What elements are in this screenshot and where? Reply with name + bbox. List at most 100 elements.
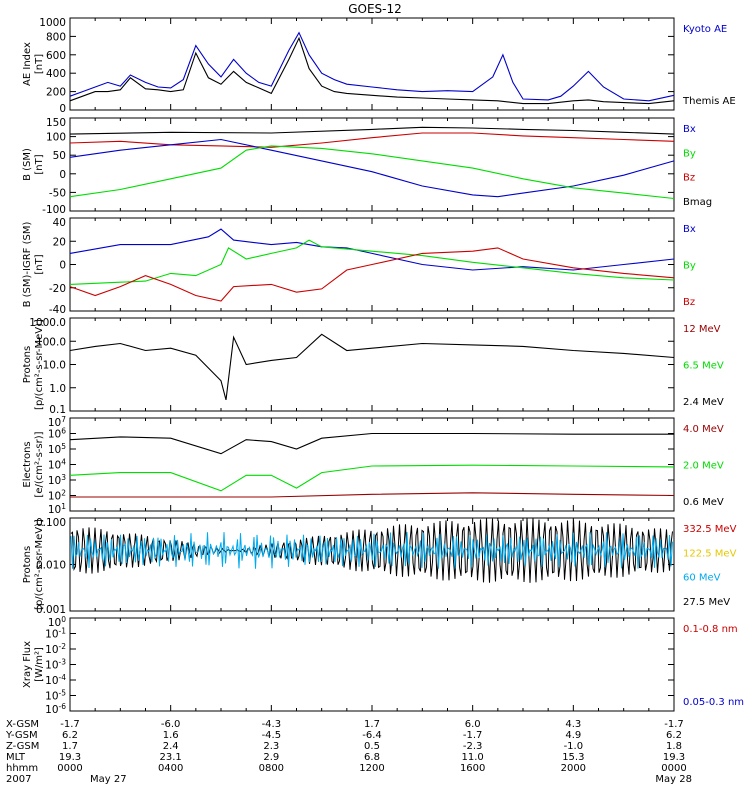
plot-title: GOES-12: [348, 2, 402, 16]
y-tick-label: 100.0: [36, 336, 66, 348]
panel-protons-low: 1000.0 100.0 10.0 1.0 0.1 Protons [p/(cm²-s-sr…: [22, 317, 724, 416]
legend-2-4-mev: 2.4 MeV: [683, 397, 724, 408]
series-bz: [69, 132, 675, 148]
x-axis-value: 4.3: [565, 719, 581, 730]
y-tick-label: 0.010: [36, 560, 66, 572]
series-2-4-mev: [69, 333, 675, 401]
x-axis-value: 6.8: [364, 752, 380, 763]
y-tick-label: -100: [42, 204, 66, 216]
y-tick-label: 0: [59, 169, 66, 181]
x-axis-value: 15.3: [562, 752, 584, 763]
legend-4-0-mev: 4.0 MeV: [683, 424, 724, 435]
x-axis-value: May 28: [655, 774, 692, 785]
y-axis-label-line1: B (SM): [22, 148, 33, 181]
panel-frame: [69, 17, 675, 111]
y-tick-label: 10-6: [45, 702, 66, 716]
legend-by: By: [683, 261, 696, 272]
x-axis-value: 2000: [561, 763, 586, 774]
y-tick-label: 600: [46, 50, 66, 62]
x-axis-value: 1.7: [364, 719, 380, 730]
series-kyoto-ae: [69, 31, 675, 102]
legend-60-mev: 60 MeV: [683, 573, 721, 584]
y-tick-label: -50: [49, 187, 66, 199]
y-axis-label-line1: Protons: [22, 346, 33, 383]
series-2-0-mev: [69, 464, 675, 492]
panel-bsm: 150 100 50 0 -50 -100 B (SM) [nT] Bx By Bz Bmag: [22, 117, 712, 216]
y-tick-label: -40: [49, 304, 66, 316]
y-axis-label-line1: Protons: [22, 546, 33, 583]
x-axis-value: -6.4: [362, 730, 382, 741]
y-tick-label: 100: [46, 132, 66, 144]
x-axis-value: -1.0: [564, 741, 584, 752]
y-tick-label: 0.1: [49, 404, 66, 416]
x-axis-row-label: hhmm: [6, 763, 38, 774]
x-axis-row-label: MLT: [6, 752, 26, 763]
y-axis-label: Protons [p/(cm²-s-sr-MeV)]: [22, 519, 45, 610]
x-axis-value: 2.3: [263, 741, 279, 752]
series-themis-ae: [69, 36, 675, 105]
y-axis-label: Xray Flux [W/m²]: [22, 641, 45, 688]
y-tick-label: 150: [46, 117, 66, 129]
x-axis-row-label: X-GSM: [6, 719, 39, 730]
x-axis-value: 1.7: [62, 741, 78, 752]
legend-0-6-mev: 0.6 MeV: [683, 497, 724, 508]
y-tick-label: 400: [46, 68, 66, 80]
y-tick-label: 0: [59, 260, 66, 272]
y-axis-label-line1: B (SM)-IGRF (SM): [22, 222, 33, 308]
y-tick-label: 1.0: [49, 383, 66, 395]
y-tick-label: 200: [46, 87, 66, 99]
x-axis-value: 6.2: [62, 730, 78, 741]
y-tick-label: 800: [46, 31, 66, 43]
panel-ae: 1000 800 600 400 200 0 AE Index [nT] Kyoto AE The…: [22, 17, 736, 115]
x-axis-value: 0.5: [364, 741, 380, 752]
series-bmag: [69, 126, 675, 135]
y-axis-label-line1: Electrons: [22, 441, 33, 487]
series-27-5-mev: [70, 518, 673, 583]
y-axis-label-line2: [p/(cm²-s-sr-MeV)]: [34, 319, 45, 410]
y-tick-label: 103: [48, 473, 66, 487]
y-axis-label: AE Index [nT]: [22, 42, 45, 86]
x-axis-value: 0000: [57, 763, 82, 774]
y-tick-label: 10.0: [43, 360, 66, 372]
x-axis-value: 23.1: [160, 752, 182, 763]
legend-332-5-mev: 332.5 MeV: [683, 524, 737, 535]
x-axis-value: 1.6: [163, 730, 179, 741]
x-axis-value: May 27: [90, 774, 127, 785]
y-tick-label: 105: [48, 442, 66, 456]
x-axis-value: 0000: [661, 763, 686, 774]
y-tick-label: 100: [48, 615, 66, 629]
x-axis-value: -1.7: [463, 730, 483, 741]
x-axis-row-label: Z-GSM: [6, 741, 39, 752]
legend-2-0-mev: 2.0 MeV: [683, 461, 724, 472]
legend-0-1-0-8-nm: 0.1-0.8 nm: [683, 624, 738, 635]
legend-themis-ae: Themis AE: [682, 96, 736, 107]
y-tick-label: 40: [53, 217, 66, 229]
y-tick-label: 0: [59, 103, 66, 115]
x-axis-value: 2.9: [263, 752, 279, 763]
x-axis-value: 2.4: [163, 741, 179, 752]
x-axis-value: 0400: [158, 763, 183, 774]
panel-frame: [69, 617, 675, 712]
y-tick-label: 104: [48, 458, 66, 472]
series-bx: [69, 228, 675, 271]
y-axis-label: B (SM)-IGRF (SM) [nT]: [22, 222, 45, 308]
series-by: [69, 239, 675, 285]
y-tick-label: 10-2: [45, 642, 66, 656]
y-tick-label: -20: [49, 283, 66, 295]
y-tick-label: 1000: [39, 17, 66, 29]
series-bz: [69, 247, 675, 302]
y-axis-label-line1: Xray Flux: [22, 641, 33, 688]
legend-bz: Bz: [683, 173, 695, 184]
series-0-6-mev: [69, 432, 674, 455]
y-axis-label-line2: [W/m²]: [34, 647, 45, 682]
panel-bsm-igrf: 40 20 0 -20 -40 B (SM)-IGRF (SM) [nT] Bx By Bz: [22, 217, 696, 316]
legend-12-mev: 12 MeV: [683, 324, 721, 335]
legend-bmag: Bmag: [683, 197, 712, 208]
x-axis-value: -2.3: [463, 741, 483, 752]
y-tick-label: 20: [53, 236, 66, 248]
legend-0-05-0-3-nm: 0.05-0.3 nm: [683, 697, 744, 708]
x-axis-value: -4.3: [262, 719, 282, 730]
y-tick-label: 0.100: [36, 517, 66, 529]
